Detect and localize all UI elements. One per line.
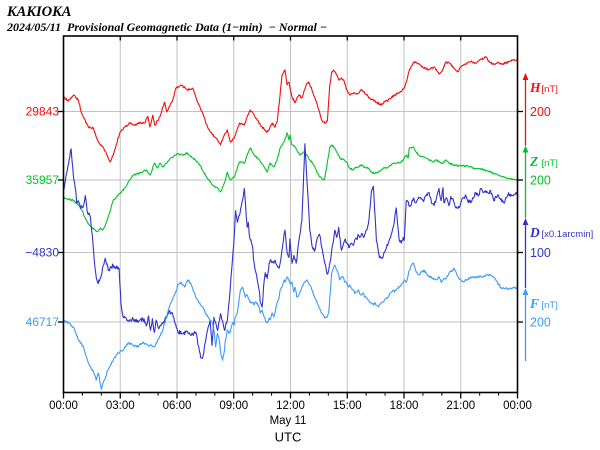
scale-value-Z: 200 (530, 174, 551, 188)
series-line-Z (63, 132, 518, 233)
plot-subtitle: 2024/05/11 Provisional Geomagnetic Data … (6, 20, 327, 34)
series-unit-Z: [nT] (542, 158, 558, 169)
x-axis-date-label: May 11 (270, 415, 307, 427)
ref-value-label-D: −4830 (25, 246, 59, 260)
scale-arrowhead-H (522, 73, 529, 80)
scale-arrowhead-Z (522, 145, 529, 153)
series-unit-D: [x0.1arcmin] (542, 229, 594, 240)
series-letter-D: D (529, 225, 540, 240)
scale-value-F: 200 (530, 316, 551, 330)
x-axis-unit-label: UTC (275, 430, 302, 445)
x-tick-label: 18:00 (390, 400, 419, 412)
ref-value-labels: 29843 35957 −4830 46717 (25, 105, 59, 330)
scale-value-H: 200 (530, 105, 551, 119)
series-lines (62, 56, 519, 390)
series-line-F (63, 262, 518, 390)
x-tick-label: 15:00 (333, 400, 362, 412)
grid (63, 36, 518, 393)
x-tick-label: 03:00 (106, 400, 135, 412)
series-letter-F: F (529, 296, 539, 311)
ref-value-label-F: 46717 (26, 315, 60, 329)
station-name: KAKIOKA (6, 4, 72, 20)
series-unit-F: [nT] (542, 300, 558, 311)
series-line-D (62, 143, 519, 359)
series-unit-H: [nT] (542, 84, 558, 95)
x-tick-label: 00:00 (49, 400, 78, 412)
series-letter-Z: Z (529, 154, 538, 169)
x-tick-label: 09:00 (219, 400, 248, 412)
series-letter-H: H (529, 80, 541, 95)
x-tick-label: 21:00 (446, 400, 475, 412)
scale-value-D: 100 (530, 246, 551, 260)
ref-value-label-H: 29843 (26, 105, 60, 119)
x-tick-label: 06:00 (163, 400, 192, 412)
x-tick-labels: 00:00 03:00 06:00 09:00 12:00 15:00 18:00 21:00… (49, 400, 532, 412)
x-tick-label: 00:00 (503, 400, 532, 412)
scale-arrowhead-D (522, 218, 529, 225)
x-tick-label: 12:00 (276, 400, 305, 412)
series-line-H (63, 56, 518, 163)
axis-ticks (58, 36, 523, 399)
scale-arrowhead-F (522, 288, 529, 295)
ref-value-label-Z: 35957 (26, 173, 60, 187)
